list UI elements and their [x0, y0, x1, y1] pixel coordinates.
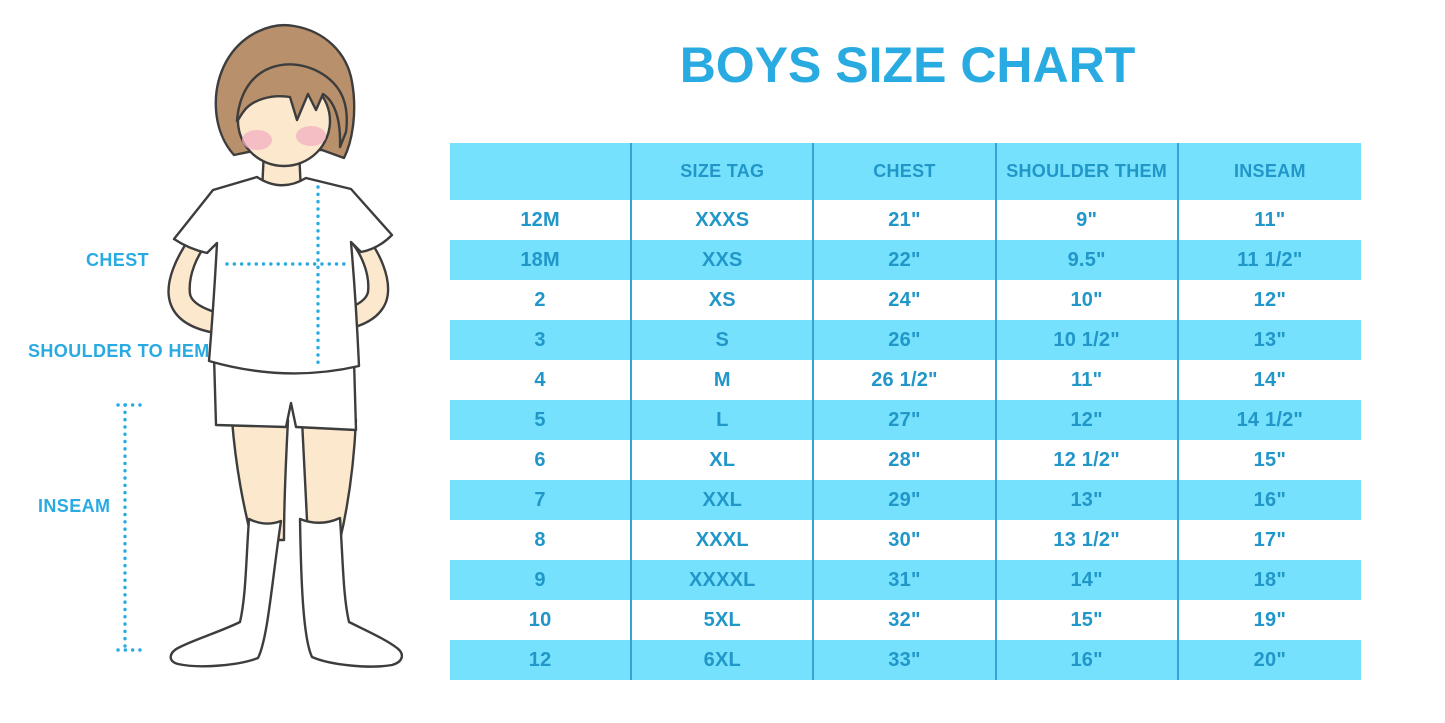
- table-row: 18M XXS 22" 9.5" 11 1/2": [450, 240, 1361, 280]
- table-cell: 18": [1253, 568, 1287, 591]
- table-cell: XXL: [632, 480, 815, 520]
- table-cell: 14": [997, 560, 1179, 600]
- table-row: 10 5XL 32" 15" 19": [450, 600, 1361, 640]
- table-header-row: SIZE TAG CHEST SHOULDER THEM INSEAM: [450, 143, 1361, 200]
- table-cell: 26": [814, 320, 997, 360]
- table-cell: 5XL: [632, 600, 815, 640]
- left-cheek-blush: [242, 130, 272, 150]
- table-cell: 28": [814, 440, 997, 480]
- tshirt-shape: [172, 175, 394, 375]
- table-cell: 12": [997, 400, 1179, 440]
- table-row: 4 M 26 1/2" 11" 14": [450, 360, 1361, 400]
- shorts-shape: [212, 354, 358, 432]
- table-cell: 11": [997, 360, 1179, 400]
- table-cell: 17": [1253, 528, 1287, 551]
- hair-fringe-shape: [235, 63, 348, 149]
- table-cell: 32": [814, 600, 997, 640]
- page-title: BOYS SIZE CHART: [679, 37, 1136, 93]
- table-row: 6 XL 28" 12 1/2" 15": [450, 440, 1361, 480]
- table-cell: L: [632, 400, 815, 440]
- table-cell: 16": [997, 640, 1179, 680]
- table-row: 2 XS 24" 10" 12": [450, 280, 1361, 320]
- table-cell: 16": [1253, 488, 1287, 511]
- right-sock-shape: [298, 516, 404, 668]
- table-cell: 22": [814, 240, 997, 280]
- table-cell: 2: [450, 280, 633, 320]
- table-cell: 20": [1253, 648, 1287, 671]
- figure-area: CHEST SHOULDER TO HEM INSEAM: [0, 0, 450, 723]
- table-cell: 11 1/2": [1237, 248, 1303, 271]
- table-cell: XXXL: [632, 520, 815, 560]
- table-cell: 31": [814, 560, 997, 600]
- boy-illustration: [116, 24, 404, 668]
- table-cell: 8: [450, 520, 633, 560]
- table-cell: XL: [632, 440, 815, 480]
- table-cell: 19": [1253, 608, 1287, 631]
- header-cell-chest: CHEST: [814, 143, 997, 200]
- inseam-label: INSEAM: [38, 496, 111, 516]
- table-cell: 13": [997, 480, 1179, 520]
- table-cell: 15": [1253, 448, 1287, 471]
- size-table: SIZE TAG CHEST SHOULDER THEM INSEAM 12M X…: [450, 143, 1361, 680]
- table-cell: 3: [450, 320, 633, 360]
- header-cell-size: [450, 143, 633, 200]
- table-row: 9 XXXXL 31" 14" 18": [450, 560, 1361, 600]
- left-sock-shape: [169, 517, 283, 668]
- table-cell: 13 1/2": [997, 520, 1179, 560]
- table-cell: 7: [450, 480, 633, 520]
- table-cell: M: [632, 360, 815, 400]
- table-cell: 10 1/2": [997, 320, 1179, 360]
- table-cell: 24": [814, 280, 997, 320]
- table-cell: 6: [450, 440, 633, 480]
- table-cell: 11": [1254, 208, 1286, 231]
- table-cell: 26 1/2": [814, 360, 997, 400]
- table-cell: 14": [1253, 368, 1287, 391]
- shoulder-to-hem-label: SHOULDER TO HEM: [28, 341, 210, 361]
- table-row: 8 XXXL 30" 13 1/2" 17": [450, 520, 1361, 560]
- table-cell: S: [632, 320, 815, 360]
- table-cell: XXS: [632, 240, 815, 280]
- table-cell: 14 1/2": [1236, 408, 1304, 431]
- header-cell-size-tag: SIZE TAG: [632, 143, 815, 200]
- table-cell: 9": [997, 200, 1179, 240]
- table-cell: 9: [450, 560, 633, 600]
- table-cell: 6XL: [632, 640, 815, 680]
- table-cell: 5: [450, 400, 633, 440]
- table-cell: 27": [814, 400, 997, 440]
- table-row: 3 S 26" 10 1/2" 13": [450, 320, 1361, 360]
- table-cell: 12 1/2": [997, 440, 1179, 480]
- table-cell: 10: [450, 600, 633, 640]
- table-cell: 12M: [450, 200, 633, 240]
- table-row: 7 XXL 29" 13" 16": [450, 480, 1361, 520]
- table-row: 12 6XL 33" 16" 20": [450, 640, 1361, 680]
- table-cell: 30": [814, 520, 997, 560]
- table-cell: 10": [997, 280, 1179, 320]
- table-row: 5 L 27" 12" 14 1/2": [450, 400, 1361, 440]
- table-body: 12M XXXS 21" 9" 11" 18M XXS 22" 9.5" 11 1/2" 2 XS 24…: [450, 200, 1361, 680]
- table-cell: XXXXL: [632, 560, 815, 600]
- table-cell: 13": [1253, 328, 1287, 351]
- table-cell: 21": [814, 200, 997, 240]
- table-cell: 18M: [450, 240, 633, 280]
- table-row: 12M XXXS 21" 9" 11": [450, 200, 1361, 240]
- table-cell: 29": [814, 480, 997, 520]
- table-cell: 12: [450, 640, 633, 680]
- right-cheek-blush: [296, 126, 326, 146]
- table-cell: XS: [632, 280, 815, 320]
- table-cell: 4: [450, 360, 633, 400]
- table-cell: 9.5": [997, 240, 1179, 280]
- table-cell: 15": [997, 600, 1179, 640]
- header-cell-inseam: INSEAM: [1233, 161, 1306, 181]
- table-cell: 33": [814, 640, 997, 680]
- table-cell: 12": [1253, 288, 1287, 311]
- table-cell: XXXS: [632, 200, 815, 240]
- header-cell-shoulder: SHOULDER THEM: [997, 143, 1179, 200]
- chest-label: CHEST: [86, 250, 150, 270]
